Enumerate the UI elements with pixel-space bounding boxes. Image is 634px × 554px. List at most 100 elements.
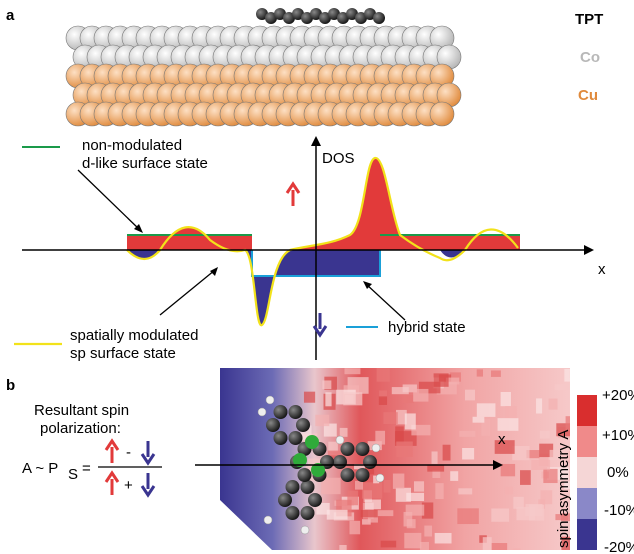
patch [340, 428, 348, 437]
atom [258, 408, 266, 416]
atom [286, 506, 300, 520]
atom [430, 102, 454, 126]
patch [434, 373, 449, 386]
annotation: sp surface state [70, 345, 176, 362]
patch [315, 415, 329, 426]
patch [505, 487, 513, 495]
patch [516, 507, 535, 520]
atom [289, 431, 303, 445]
panel-label: a [6, 7, 15, 24]
axis-label: x [598, 261, 606, 278]
patch [491, 370, 501, 376]
patch [491, 543, 507, 552]
atom [274, 431, 288, 445]
patch [322, 380, 331, 389]
patch [483, 537, 492, 551]
patch [344, 368, 360, 374]
atom [363, 455, 377, 469]
patch [396, 441, 413, 456]
patch [564, 369, 572, 382]
axis-label: x [498, 431, 506, 448]
patch [432, 451, 438, 463]
patch [362, 482, 382, 498]
patch [435, 533, 452, 544]
patch [404, 512, 413, 527]
patch [327, 510, 348, 520]
patch [347, 491, 358, 506]
patch [427, 465, 444, 471]
annotation: hybrid state [388, 319, 466, 336]
atom [308, 493, 322, 507]
patch [402, 395, 414, 403]
patch [393, 474, 404, 489]
patch [513, 548, 521, 554]
formula: - [126, 444, 131, 461]
atom [305, 435, 319, 449]
formula: = [82, 460, 91, 477]
patch [462, 448, 474, 459]
patch [540, 431, 550, 439]
patch [392, 387, 409, 394]
patch [435, 483, 443, 499]
panel-label: b [6, 377, 15, 394]
patch [443, 445, 451, 461]
spin-map [220, 368, 587, 554]
atom [336, 436, 344, 444]
colorbar-label: +20% [602, 387, 634, 404]
atom [274, 405, 288, 419]
patch [477, 369, 483, 376]
patch [520, 470, 531, 485]
patch [491, 509, 509, 522]
patch [555, 384, 567, 390]
atom [301, 526, 309, 534]
layer-label: TPT [575, 11, 603, 28]
atom [286, 480, 300, 494]
patch [361, 510, 378, 517]
atom [341, 442, 355, 456]
patch [457, 508, 478, 524]
atom [266, 418, 280, 432]
formula: + [124, 477, 133, 494]
patch [505, 406, 517, 419]
atom [341, 468, 355, 482]
patch [424, 526, 432, 537]
molecule [256, 8, 385, 24]
slab [66, 26, 461, 126]
caption: polarization: [40, 420, 121, 437]
patch [355, 481, 363, 490]
patch [396, 488, 411, 502]
patch [501, 392, 511, 406]
atom [298, 468, 312, 482]
layer-label: Co [580, 49, 600, 66]
caption: Resultant spin [34, 402, 129, 419]
patch [473, 417, 485, 423]
annotation: spatially modulated [70, 327, 198, 344]
patch [458, 488, 472, 494]
patch [498, 418, 519, 431]
colorbar-title: spin asymmetry A [555, 430, 572, 548]
colorbar-label: -10% [604, 502, 634, 519]
formula-sub: S [68, 466, 78, 483]
patch [325, 392, 331, 406]
colorbar-label: +10% [602, 427, 634, 444]
atom [333, 455, 347, 469]
patch [413, 389, 428, 402]
patch [328, 442, 338, 452]
patch [465, 390, 475, 401]
patch [477, 403, 496, 417]
patch [381, 541, 397, 548]
patch [512, 446, 529, 460]
patch [540, 490, 552, 504]
figure: a TPT Co Cu DOS x non-modulated d-like s… [0, 0, 634, 554]
patch [384, 480, 391, 493]
patch [570, 371, 576, 379]
atom [372, 444, 380, 452]
patch [414, 481, 424, 491]
colorbar [577, 395, 597, 550]
formula: A ~ P [22, 460, 58, 477]
patch [531, 460, 550, 470]
atom [278, 493, 292, 507]
atom [301, 506, 315, 520]
colorbar-label: 0% [607, 464, 629, 481]
patch [375, 431, 385, 445]
